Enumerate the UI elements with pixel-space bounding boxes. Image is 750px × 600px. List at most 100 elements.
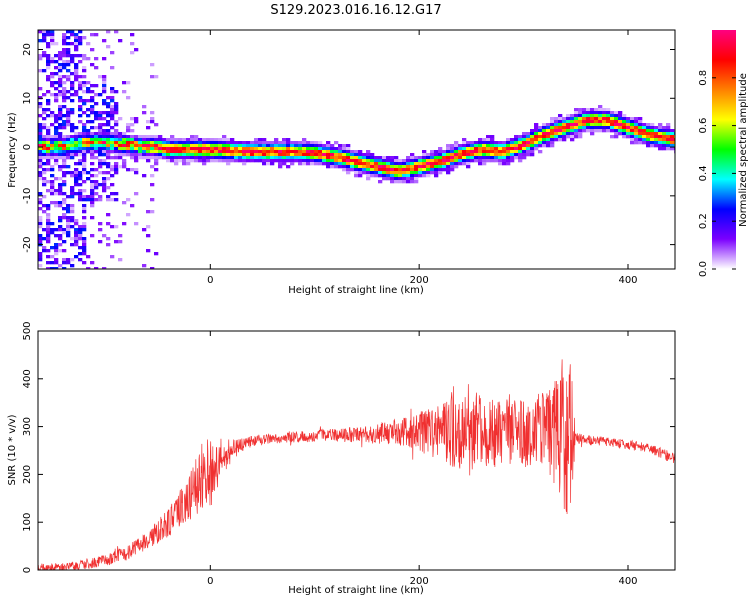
heatmap-cell [386,177,391,181]
heatmap-cell [410,165,415,169]
heatmap-cell [70,108,75,112]
heatmap-cell [94,198,99,202]
heatmap-cell [82,141,87,145]
heatmap-cell [510,150,515,154]
heatmap-cell [70,99,75,103]
heatmap-cell [142,228,147,232]
heatmap-cell [270,156,275,160]
heatmap-cell [82,150,87,154]
heatmap-cell [370,162,375,166]
heatmap-cell [50,189,55,193]
heatmap-cell [666,138,671,142]
heatmap-cell [46,261,51,265]
heatmap-cell [362,171,367,175]
heatmap-cell [538,126,543,130]
heatmap-cell [102,144,107,148]
heatmap-cell [390,168,395,172]
heatmap-cell [402,165,407,169]
heatmap-cell [570,126,575,130]
heatmap-cell [190,156,195,160]
heatmap-cell [658,144,663,148]
heatmap-cell [94,144,99,148]
heatmap-cell [222,138,227,142]
heatmap-cell [42,162,47,166]
heatmap-cell [110,87,115,91]
heatmap-cell [634,123,639,127]
heatmap-cell [354,150,359,154]
heatmap-cell [254,147,259,151]
heatmap-cell [58,105,63,109]
heatmap-cell [482,150,487,154]
heatmap-cell [298,150,303,154]
heatmap-cell [342,144,347,148]
heatmap-cell [126,153,131,157]
heatmap-cell [150,153,155,157]
heatmap-cell [130,141,135,145]
heatmap-cell [98,138,103,142]
heatmap-cell [510,153,515,157]
heatmap-cell [54,72,59,76]
heatmap-cell [334,153,339,157]
heatmap-cell [670,132,675,136]
heatmap-cell [62,51,67,55]
heatmap-cell [218,141,223,145]
heatmap-cell [74,36,79,40]
heatmap-cell [226,141,231,145]
heatmap-cell [534,144,539,148]
heatmap-cell [42,108,47,112]
heatmap-cell [302,147,307,151]
heatmap-cell [94,147,99,151]
heatmap-cell [550,117,555,121]
heatmap-cell [266,147,271,151]
heatmap-cell [178,150,183,154]
heatmap-cell [82,180,87,184]
heatmap-cell [114,30,119,34]
heatmap-cell [106,237,111,241]
heatmap-cell [550,141,555,145]
heatmap-cell [98,162,103,166]
heatmap-cell [590,123,595,127]
heatmap-cell [198,159,203,163]
heatmap-cell [54,228,59,232]
heatmap-cell [438,165,443,169]
heatmap-cell [94,84,99,88]
heatmap-cell [422,165,427,169]
heatmap-cell [106,111,111,115]
heatmap-cell [42,126,47,130]
heatmap-cell [118,153,123,157]
heatmap-cell [542,132,547,136]
heatmap-cell [70,60,75,64]
heatmap-cell [382,174,387,178]
heatmap-cell [62,171,67,175]
heatmap-cell [50,144,55,148]
heatmap-cell [90,105,95,109]
heatmap-cell [42,54,47,58]
heatmap-cell [394,165,399,169]
heatmap-cell [486,135,491,139]
heatmap-cell [66,216,71,220]
snr-series-line [38,359,675,570]
spectrogram-frame [37,29,676,270]
heatmap-cell [434,156,439,160]
heatmap-cell [306,156,311,160]
y-tick-label: 300 [22,417,33,436]
heatmap-cell [378,156,383,160]
heatmap-cell [438,150,443,154]
heatmap-cell [262,147,267,151]
heatmap-cell [462,147,467,151]
heatmap-cell [566,117,571,121]
heatmap-cell [38,138,43,142]
heatmap-cell [322,150,327,154]
heatmap-cell [146,144,151,148]
heatmap-cell [90,144,95,148]
heatmap-cell [98,93,103,97]
heatmap-cell [630,138,635,142]
heatmap-cell [102,84,107,88]
heatmap-cell [70,42,75,46]
heatmap-cell [654,132,659,136]
heatmap-cell [594,114,599,118]
heatmap-cell [558,117,563,121]
y-tick-label: 0 [22,567,33,573]
heatmap-cell [66,141,71,145]
